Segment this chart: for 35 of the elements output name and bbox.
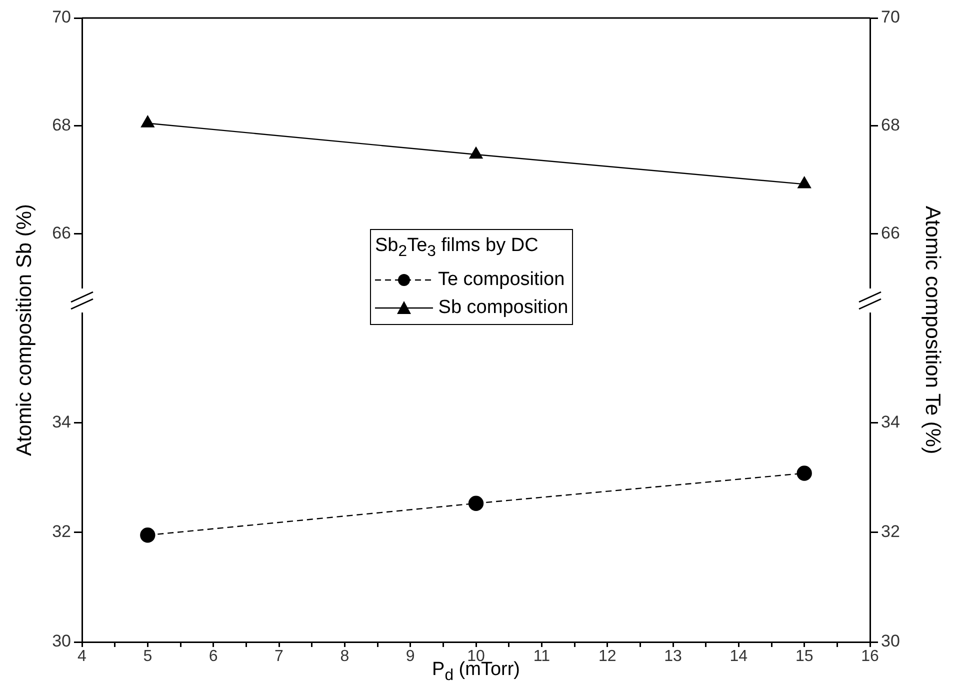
y-tick-label: 66 [52,224,71,243]
x-tick-label: 7 [274,648,284,666]
point [798,176,811,188]
y2-tick-label: 70 [881,8,900,27]
x-tick-label: 4 [78,648,87,666]
y-tick-label: 70 [52,8,71,27]
x-tick-label: 13 [664,648,682,666]
point [469,146,483,159]
x-tick-label: 5 [143,648,152,666]
point [140,528,156,543]
y2-tick-label: 32 [881,522,900,542]
legend-label: Sb composition [438,296,568,318]
x-tick-label: 16 [861,648,879,666]
x-tick-label: 8 [340,648,350,666]
y-tick-label: 68 [52,116,71,135]
x-tick-label: 14 [730,648,748,666]
y-tick-label: 30 [52,632,71,651]
y-tick-label: 32 [52,522,71,542]
legend-title: Sb$_{2}$Te$_{3}$ films by DC [375,234,540,262]
y2-axis-title: Atomic composition Te (%) [920,206,944,454]
y2-tick-label: 34 [881,412,900,432]
x-tick-label: 11 [533,648,550,666]
x-tick-label: 6 [208,648,218,666]
x-tick-label: 15 [795,648,814,666]
y2-tick-label: 66 [881,224,900,243]
x-tick-label: 9 [406,648,415,666]
point [468,496,484,511]
y-axis-title: Atomic composition Sb (%) [13,204,37,456]
y-tick-label: 34 [52,412,71,432]
y2-tick-label: 30 [881,632,900,651]
x-tick-label: 12 [598,648,616,666]
y2-tick-label: 68 [881,116,900,135]
point [141,116,154,128]
legend-label: Te composition [438,268,565,290]
point [796,466,812,481]
